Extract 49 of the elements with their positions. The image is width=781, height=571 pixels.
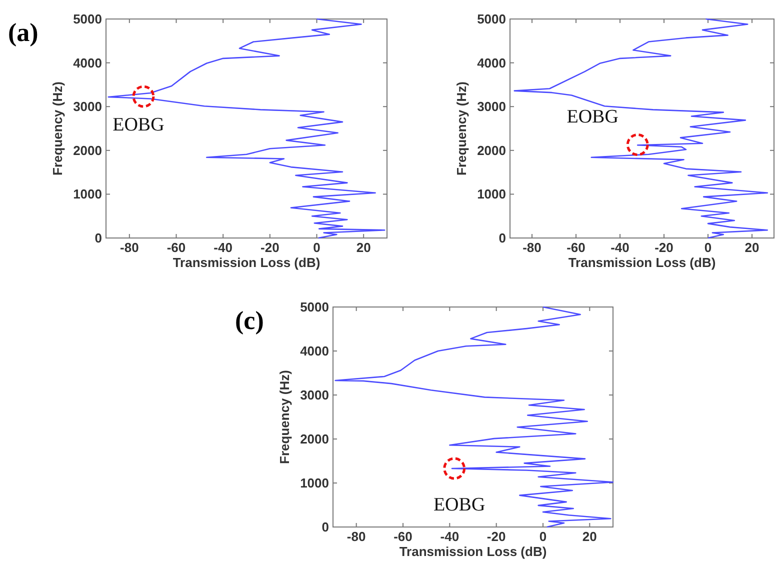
x-tick-label: -60 xyxy=(166,240,186,255)
x-tick-label: -80 xyxy=(522,240,542,255)
y-tick-label: 2000 xyxy=(300,432,329,446)
y-tick-label: 5000 xyxy=(300,300,329,314)
x-tick-label: -60 xyxy=(566,240,586,255)
annotation: EOBG xyxy=(112,114,165,136)
x-tick-label: 20 xyxy=(744,240,760,255)
line-series xyxy=(334,306,614,528)
y-tick-label: 2000 xyxy=(73,142,102,158)
y-tick-label: 3000 xyxy=(300,388,329,402)
y-tick-label: 0 xyxy=(498,230,506,246)
x-tick-label: -20 xyxy=(260,240,280,255)
x-tick-label: -20 xyxy=(486,529,506,544)
y-tick-label: 0 xyxy=(322,520,329,534)
chart-title: (c) xyxy=(235,306,264,335)
annotation: EOBG xyxy=(566,106,619,128)
x-axis-title: Transmission Loss (dB) xyxy=(172,255,320,270)
chart-title: (a) xyxy=(8,18,38,47)
y-tick-label: 1000 xyxy=(477,186,506,202)
y-tick-label: 3000 xyxy=(477,99,506,114)
y-axis-title: Frequency (Hz) xyxy=(50,82,65,176)
x-tick-label: -60 xyxy=(394,529,412,544)
x-tick-label: -40 xyxy=(610,240,630,255)
y-tick-label: 3000 xyxy=(73,99,102,114)
x-tick-label: -40 xyxy=(214,240,232,255)
annotation: EOBG xyxy=(433,494,486,516)
y-tick-label: 2000 xyxy=(477,142,506,158)
y-axis-title: Frequency (Hz) xyxy=(454,82,469,176)
x-tick-label: 20 xyxy=(356,240,371,255)
x-tick-label: 0 xyxy=(704,240,712,255)
x-tick-label: -20 xyxy=(654,240,674,255)
x-axis-title: Transmission Loss (dB) xyxy=(399,544,547,559)
x-tick-label: 0 xyxy=(539,529,547,544)
line-series xyxy=(514,18,768,239)
line-series xyxy=(108,18,386,239)
y-tick-label: 4000 xyxy=(73,55,102,70)
y-tick-label: 4000 xyxy=(300,344,329,358)
y-axis-title: Frequency (Hz) xyxy=(277,370,292,464)
x-tick-label: -80 xyxy=(346,529,366,544)
x-tick-label: -80 xyxy=(120,240,139,255)
y-tick-label: 1000 xyxy=(300,476,329,490)
y-tick-label: 5000 xyxy=(73,12,102,26)
y-tick-label: 1000 xyxy=(73,186,102,202)
x-tick-label: -40 xyxy=(440,529,460,544)
y-tick-label: 5000 xyxy=(477,12,506,26)
x-axis-title: Transmission Loss (dB) xyxy=(568,255,716,270)
x-tick-label: 20 xyxy=(582,529,597,544)
y-tick-label: 4000 xyxy=(477,55,506,70)
y-tick-label: 0 xyxy=(94,230,102,246)
